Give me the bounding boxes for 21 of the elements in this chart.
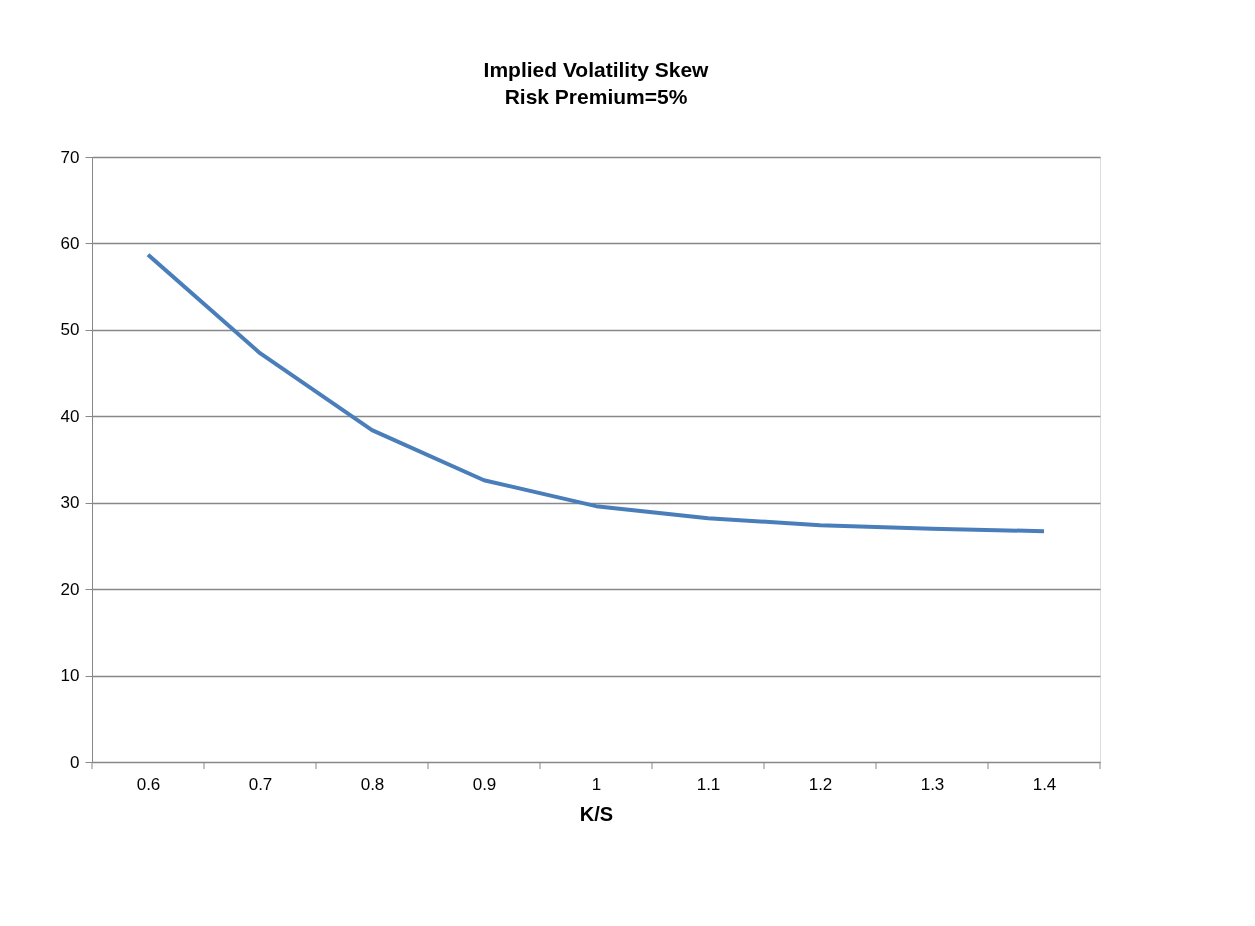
y-tick-label: 30 — [60, 493, 80, 513]
chart-title: Implied Volatility Skew — [483, 58, 710, 81]
chart-subtitle: Risk Premium=5% — [504, 85, 688, 108]
x-tick-label: 1.3 — [920, 774, 945, 794]
y-tick-label: 40 — [60, 406, 80, 426]
x-axis-title: K/S — [579, 802, 614, 825]
x-tick-label: 0.8 — [360, 774, 385, 794]
x-tick-label: 0.9 — [472, 774, 497, 794]
x-tick-label: 0.7 — [248, 774, 273, 794]
y-tick-label: 60 — [60, 233, 80, 253]
y-tick-label: 10 — [60, 666, 80, 686]
y-tick-label: 0 — [70, 752, 80, 772]
x-tick-label: 1.1 — [696, 774, 721, 794]
y-tick-label: 70 — [60, 147, 80, 167]
x-tick-label: 1.2 — [808, 774, 833, 794]
y-tick-label: 50 — [60, 320, 80, 340]
line-series — [146, 252, 1046, 534]
x-tick-label: 0.6 — [136, 774, 161, 794]
y-tick-label: 20 — [60, 579, 80, 599]
x-tick-label: 1.4 — [1032, 774, 1057, 794]
x-tick-label: 1 — [591, 774, 602, 794]
